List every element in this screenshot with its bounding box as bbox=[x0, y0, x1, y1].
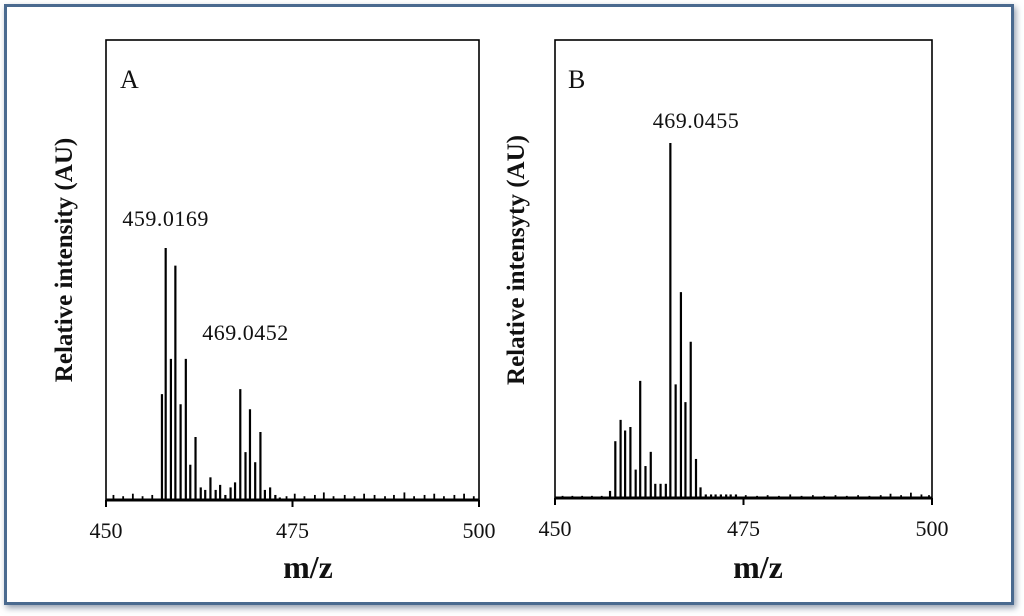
peak-annotation: 459.0169 bbox=[122, 206, 209, 231]
peak-annotation: 469.0452 bbox=[202, 320, 289, 345]
peak-annotation: 469.0455 bbox=[653, 108, 740, 133]
plot-frame bbox=[554, 39, 933, 499]
x-tick-label: 500 bbox=[916, 516, 949, 541]
x-axis-title: m/z bbox=[283, 549, 333, 585]
spectrum-panel-b: 450 475 500 B 469.0455 m/z Relative intensyty … bbox=[503, 39, 949, 585]
y-axis-title: Relative intensyty (AU) bbox=[503, 135, 530, 385]
panel-label: B bbox=[568, 65, 585, 94]
spectrum-panel-a: 450 475 500 A 459.0169 469.0452 m/z Relative in… bbox=[51, 39, 496, 585]
x-tick-label: 450 bbox=[539, 516, 572, 541]
x-tick-label: 450 bbox=[90, 518, 123, 543]
figure-frame bbox=[4, 4, 1014, 605]
x-tick-label: 475 bbox=[727, 516, 760, 541]
x-tick-label: 475 bbox=[276, 518, 309, 543]
x-tick-label: 500 bbox=[463, 518, 496, 543]
panel-label: A bbox=[120, 65, 139, 94]
y-axis-title: Relative intensity (AU) bbox=[51, 138, 78, 382]
x-axis-title: m/z bbox=[733, 549, 783, 585]
